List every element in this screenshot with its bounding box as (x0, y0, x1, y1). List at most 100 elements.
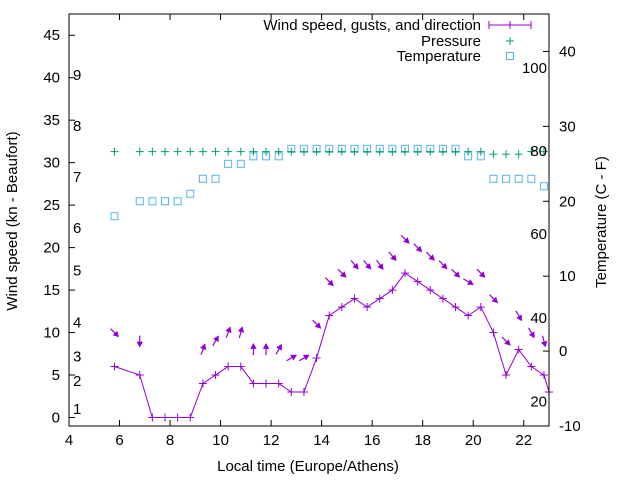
wind-direction-arrow (425, 251, 435, 261)
x-tick-label: 12 (263, 432, 280, 449)
wind-point (426, 286, 435, 295)
wind-point (161, 413, 169, 422)
y2-tick-label: 30 (559, 118, 576, 135)
arrow-head (200, 343, 207, 351)
temperature-point (110, 212, 119, 221)
legend: Wind speed, gusts, and direction Pressur… (263, 17, 532, 65)
x-tick-label: 20 (465, 432, 482, 449)
tick-labels: 4 6 8 10 12 14 16 18 20 22051015202530354045-1001… (43, 27, 580, 449)
temperature-point (236, 159, 245, 168)
wind-direction-arrow (350, 259, 359, 270)
beaufort-label: 7 (73, 169, 81, 186)
beaufort-label: 4 (73, 314, 81, 331)
x-tick-label: 8 (166, 432, 174, 449)
legend-wind-label: Wind speed, gusts, and direction (263, 17, 481, 34)
pressure-point (476, 147, 485, 156)
pressure-point (464, 147, 473, 156)
y2-tick-label: 20 (559, 193, 576, 210)
pressure-point (438, 147, 447, 156)
legend-temperature-sample (506, 52, 514, 60)
beaufort-label: 8 (73, 118, 81, 135)
wind-point (287, 388, 296, 397)
temperature-point (539, 182, 548, 191)
wind-direction-arrow (275, 343, 282, 355)
wind-direction-arrow (438, 260, 448, 270)
x-tick-label: 10 (212, 432, 229, 449)
wind-point (224, 362, 233, 371)
arrow-head (339, 271, 347, 278)
plot-border (68, 13, 550, 427)
legend-wind-marker (506, 21, 514, 29)
arrow-head (467, 279, 474, 285)
legend-pressure-sample (506, 37, 514, 45)
wind-point (337, 303, 346, 312)
arrow-head (352, 262, 359, 270)
y-tick-label: 40 (43, 70, 60, 87)
beaufort-label: 3 (73, 348, 81, 365)
legend-pressure-marker (506, 37, 514, 45)
x-tick-label: 6 (115, 432, 123, 449)
pressure-point (186, 147, 195, 156)
y-tick-label: 35 (43, 112, 60, 129)
y-axis-label: Wind speed (kn - Beaufort) (4, 131, 21, 310)
arrow-head (504, 339, 511, 346)
legend-wind-sample (488, 21, 532, 29)
legend-pressure-label: Pressure (421, 33, 481, 50)
temperature-point (173, 197, 182, 206)
y-tick-label: 45 (43, 27, 60, 44)
y-tick-label: 15 (43, 282, 60, 299)
wind-direction-arrow (376, 259, 384, 270)
wind-direction-arrow (528, 327, 535, 339)
pressure-point (173, 147, 182, 156)
wind-point (325, 311, 334, 320)
temperature-point (135, 197, 144, 206)
wind-point (476, 303, 485, 312)
wind-direction-arrow (312, 319, 322, 329)
arrow-head (441, 262, 448, 270)
wind-point (363, 303, 372, 312)
wind-direction-arrow (540, 335, 548, 348)
pressure-point (249, 147, 258, 156)
wind-point (375, 294, 384, 303)
wind-direction-arrow (110, 328, 120, 338)
arrow-head (478, 271, 486, 278)
wind-direction-arrow (337, 268, 347, 278)
pressure-point (325, 147, 334, 156)
pressure-series (110, 147, 548, 159)
temperature-point (198, 174, 207, 183)
arrow-head (365, 262, 372, 270)
wind-direction-arrow (501, 336, 511, 346)
wind-direction-arrow (262, 343, 270, 356)
wind-direction-arrow (200, 343, 207, 355)
beaufort-label: 2 (73, 373, 81, 390)
y-tick-label: 0 (52, 410, 60, 427)
arrow-head (453, 271, 461, 278)
arrow-head (213, 335, 219, 343)
temperature-point (527, 174, 536, 183)
fahrenheit-label: 100 (522, 60, 547, 77)
wind-direction-arrow (476, 268, 486, 278)
pressure-point (312, 147, 321, 156)
wind-point (312, 354, 321, 363)
arrow-head (540, 340, 548, 348)
arrow-head (314, 322, 322, 329)
pressure-point (514, 150, 523, 159)
pressure-point (401, 147, 409, 156)
wind-point (236, 362, 245, 371)
fahrenheit-label: 20 (530, 393, 547, 410)
temperature-point (148, 197, 157, 206)
pressure-point (299, 147, 308, 156)
x-tick-label: 18 (414, 432, 431, 449)
arrow-head (428, 254, 435, 261)
y-tick-label: 10 (43, 325, 60, 342)
wind-direction-arrow (400, 234, 410, 244)
wind-point (299, 388, 308, 397)
wind-point (110, 362, 119, 371)
pressure-point (413, 147, 422, 156)
fahrenheit-label: 40 (530, 310, 547, 327)
wind-direction-arrow (489, 294, 499, 304)
wind-point (186, 413, 195, 422)
x-tick-label: 14 (313, 432, 330, 449)
wind-point (539, 371, 548, 380)
arrow-head (225, 326, 232, 334)
